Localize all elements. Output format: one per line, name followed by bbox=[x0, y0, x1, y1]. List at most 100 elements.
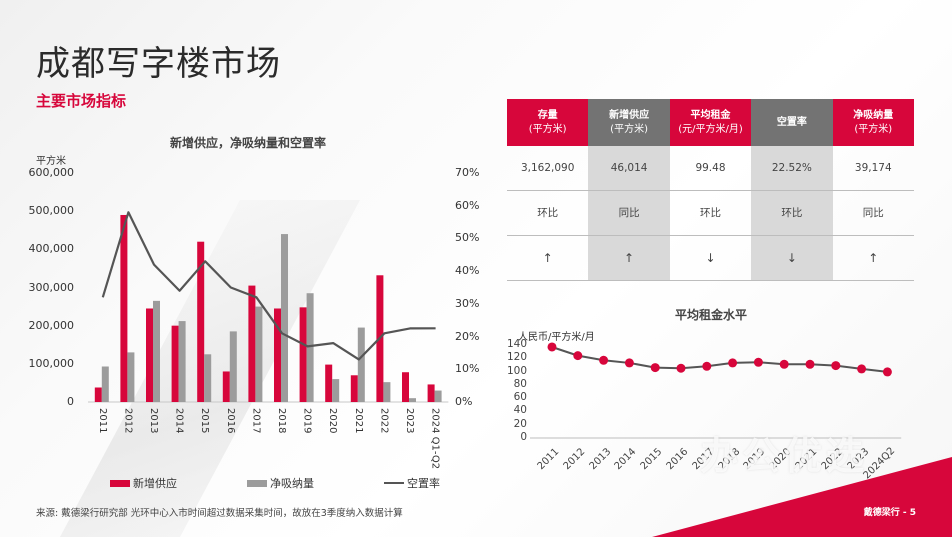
kpi-value-vacancy: 22.52% bbox=[751, 146, 833, 191]
kpi-header-avg-rent: 平均租金 (元/平方米/月) bbox=[669, 99, 752, 146]
legend-supply-label: 新增供应 bbox=[133, 477, 177, 490]
legend-supply: 新增供应 bbox=[110, 475, 177, 491]
x-tick: 2023 bbox=[404, 408, 415, 434]
rent-y-tick: 20 bbox=[513, 417, 527, 430]
x-tick: 2014 bbox=[173, 408, 185, 434]
kpi-comparison-row: 环比 同比 环比 环比 同比 bbox=[507, 190, 914, 236]
rent-y-tick: 40 bbox=[513, 404, 527, 417]
y2-tick: 70% bbox=[455, 166, 480, 179]
absorption-bar bbox=[383, 382, 391, 402]
y2-tick: 0% bbox=[455, 395, 473, 408]
rent-point bbox=[831, 361, 841, 371]
rent-point bbox=[573, 351, 583, 361]
legend-vacancy-label: 空置率 bbox=[407, 477, 440, 490]
absorption-bar bbox=[101, 366, 109, 402]
x-tick: 2020 bbox=[327, 408, 339, 434]
supply-bar bbox=[248, 285, 256, 402]
kpi-cmp-new-supply: 同比 bbox=[588, 190, 670, 236]
x-tick: 2015 bbox=[199, 408, 211, 434]
kpi-header-new-supply: 新增供应 (平方米) bbox=[588, 99, 670, 146]
x-tick: 2022 bbox=[378, 408, 390, 434]
rent-y-tick: 140 bbox=[506, 338, 527, 350]
x-tick: 2017 bbox=[250, 408, 262, 434]
supply-bar bbox=[120, 214, 128, 402]
supply-bar bbox=[274, 308, 281, 402]
trend-up-icon: ↑ bbox=[507, 235, 589, 281]
kpi-value-avg-rent: 99.48 bbox=[669, 146, 752, 191]
kpi-cmp-avg-rent: 环比 bbox=[669, 190, 752, 236]
x-tick: 2016 bbox=[224, 408, 236, 434]
supply-bar bbox=[171, 325, 179, 402]
kpi-trend-row: ↑ ↑ ↓ ↓ ↑ bbox=[507, 235, 914, 281]
kpi-header-vacancy: 空置率 bbox=[751, 99, 833, 146]
y2-tick: 20% bbox=[455, 329, 480, 343]
y2-tick: 60% bbox=[455, 198, 480, 212]
rent-y-tick: 0 bbox=[520, 431, 527, 443]
kpi-header-net-absorption: 净吸纳量 (平方米) bbox=[832, 99, 914, 146]
trend-down-icon: ↓ bbox=[669, 235, 752, 281]
vacancy-line bbox=[101, 211, 436, 361]
kpi-header-stock: 存量 (平方米) bbox=[507, 99, 589, 146]
absorption-bar bbox=[255, 306, 263, 402]
rent-point bbox=[547, 342, 557, 352]
rent-point bbox=[728, 358, 738, 368]
rent-point bbox=[857, 364, 867, 374]
x-tick: 2019 bbox=[301, 408, 313, 434]
y-tick: 0 bbox=[67, 395, 74, 408]
supply-chart-legend: 新增供应 净吸纳量 空置率 bbox=[110, 475, 440, 491]
trend-up-icon: ↑ bbox=[588, 235, 670, 281]
rent-y-tick: 60 bbox=[513, 391, 527, 404]
y-tick: 600,000 bbox=[28, 166, 75, 179]
rent-point bbox=[702, 361, 712, 371]
page-title: 成都写字楼市场 bbox=[36, 44, 281, 84]
y-tick: 200,000 bbox=[28, 318, 75, 332]
supply-chart-y-unit: 平方米 bbox=[36, 156, 66, 167]
absorption-bar bbox=[409, 398, 416, 402]
absorption-bar bbox=[127, 352, 135, 402]
footer-brand-page: 戴德梁行 - 5 bbox=[863, 508, 916, 518]
supply-bar bbox=[325, 364, 333, 402]
absorption-bar bbox=[357, 327, 365, 402]
supply-bar bbox=[222, 371, 230, 402]
rent-point bbox=[882, 367, 892, 377]
kpi-value-net-absorption: 39,174 bbox=[832, 146, 914, 191]
kpi-header-row: 存量 (平方米) 新增供应 (平方米) 平均租金 (元/平方米/月) 空置率 净吸纳量… bbox=[507, 99, 914, 146]
legend-absorption: 净吸纳量 bbox=[247, 475, 314, 491]
kpi-value-new-supply: 46,014 bbox=[588, 146, 670, 191]
rent-y-tick: 100 bbox=[506, 364, 527, 377]
rent-chart-y-unit: 人民币/平方米/月 bbox=[518, 332, 595, 343]
kpi-cmp-net-absorption: 同比 bbox=[832, 190, 914, 236]
absorption-bar bbox=[204, 354, 212, 402]
legend-vacancy-swatch bbox=[384, 482, 404, 484]
supply-chart-title: 新增供应，净吸纳量和空置率 bbox=[170, 136, 327, 150]
x-tick: 2018 bbox=[276, 408, 287, 434]
supply-bar bbox=[350, 375, 358, 402]
legend-absorption-label: 净吸纳量 bbox=[270, 477, 314, 490]
legend-absorption-swatch bbox=[247, 479, 267, 487]
page-subtitle: 主要市场指标 bbox=[36, 92, 127, 110]
supply-bar bbox=[94, 387, 102, 402]
legend-supply-swatch bbox=[110, 479, 130, 487]
rent-point bbox=[599, 355, 609, 365]
kpi-cmp-vacancy: 环比 bbox=[751, 190, 833, 236]
x-tick: 2013 bbox=[148, 408, 159, 434]
y2-tick: 30% bbox=[455, 296, 480, 310]
supply-bar bbox=[197, 241, 205, 402]
rent-point bbox=[753, 357, 763, 367]
x-tick: 2011 bbox=[96, 408, 108, 434]
absorption-bar bbox=[178, 321, 186, 402]
rent-point bbox=[676, 363, 686, 373]
rent-point bbox=[650, 363, 660, 373]
kpi-cmp-stock: 环比 bbox=[507, 190, 589, 236]
absorption-bar bbox=[306, 293, 314, 402]
y2-tick: 10% bbox=[455, 362, 480, 376]
y-tick: 400,000 bbox=[28, 242, 75, 256]
supply-bar bbox=[427, 384, 435, 402]
absorption-bar bbox=[153, 300, 160, 402]
y2-tick: 50% bbox=[455, 231, 480, 245]
supply-bar bbox=[402, 372, 409, 402]
x-tick: 2021 bbox=[352, 408, 364, 434]
rent-point bbox=[624, 358, 634, 368]
rent-point bbox=[805, 359, 815, 369]
